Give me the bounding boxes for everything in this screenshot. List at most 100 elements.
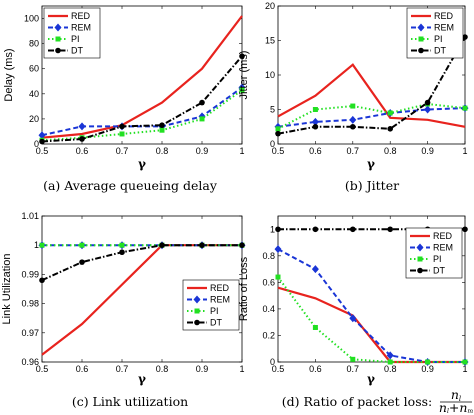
panel-b-point-dt-5 (462, 34, 468, 40)
panel-d-point-pi-3 (387, 359, 393, 365)
panel-c-xlabel: γ (138, 372, 146, 386)
panel-a-legend-label-rem: REM (71, 23, 91, 33)
panel-d-legend-label-rem: REM (433, 243, 453, 253)
panel-b-legend-point-pi-m (418, 36, 424, 42)
panel-d-legend-label-dt: DT (433, 266, 445, 276)
panel-a-xtick-label: 0.5 (36, 146, 49, 156)
panel-a-point-pi-2 (119, 131, 125, 137)
chart-panel-d: 0.5 0.6 0.7 0.8 0.9 1 0 0.2 0.4 0.6 0.8 1 Ratio of L… (238, 215, 469, 386)
panel-b-point-rem-1 (311, 117, 319, 126)
panel-c-point-pi-2 (119, 242, 125, 248)
panel-c-legend-label-rem: REM (210, 295, 230, 305)
panel-a-point-rem-0 (38, 131, 46, 140)
panel-d-point-rem-3 (386, 351, 394, 360)
panel-b-legend-label-dt: DT (434, 46, 446, 56)
panel-a-xtick-label: 0.9 (196, 146, 209, 156)
panel-a-series-dt-line (41, 55, 243, 143)
panel-d-xtick-label: 0.9 (421, 364, 434, 374)
panel-b-point-dt-0 (275, 130, 281, 137)
panel-a-ytick-label: 40 (29, 89, 39, 99)
panel-a-point-dt-1 (79, 136, 85, 142)
panel-a-ytick-label: 100 (24, 14, 39, 24)
panel-a-ylabel: Delay (ms) (3, 48, 15, 101)
panel-a-xtick-label: 0.8 (156, 146, 169, 156)
panel-b-point-rem-2 (349, 115, 357, 124)
panel-a-point-dt-5 (239, 53, 245, 59)
panel-b-point-dt-1 (312, 123, 319, 130)
panel-c-legend-label-dt: DT (210, 318, 222, 328)
panel-b-series-rem-line (277, 107, 466, 128)
panel-a-xlabel: γ (138, 157, 146, 171)
panel-d-point-pi-5 (462, 359, 468, 365)
panel-c-legend-point-dt-m (194, 319, 200, 326)
panel-d-ylabel: Ratio of Loss (238, 256, 250, 321)
panel-c-point-pi-1 (79, 242, 85, 248)
caption-b: (b) Jitter (345, 178, 399, 193)
panel-a-point-pi-4 (199, 116, 205, 122)
panel-b-ytick-label: 10 (265, 70, 275, 80)
panel-b-legend-label-rem: REM (434, 23, 454, 33)
panel-d-legend-label-red: RED (433, 231, 453, 241)
panel-b-point-rem-4 (424, 105, 432, 114)
panel-d-xlabel: γ (367, 372, 375, 386)
panel-b-xtick-label: 0.7 (347, 146, 360, 156)
panel-b-point-pi-1 (312, 107, 318, 112)
panel-d-point-rem-1 (311, 265, 319, 274)
panel-d-series-pi-line (277, 276, 465, 363)
panel-a-series-red-line (41, 15, 243, 139)
panel-c-legend-point-rem-m (193, 295, 201, 304)
panel-b-series-dt-line (277, 36, 466, 135)
panel-c-xtick-label: 0.9 (196, 364, 209, 374)
panel-d-xtick-label: 1 (462, 364, 467, 374)
panel-c-point-dt-1 (79, 259, 85, 265)
panel-a-legend-point-pi-m (55, 36, 61, 42)
panel-c-legend-point-pi-m (194, 308, 200, 314)
panel-c-point-pi-0 (39, 242, 45, 248)
panel-b-xtick-label: 0.6 (309, 146, 322, 156)
panel-a-point-dt-0 (39, 138, 45, 145)
panel-d-point-pi-1 (312, 324, 318, 330)
panel-a-legend-label-dt: DT (71, 46, 83, 56)
panel-c-series-dt-line (41, 244, 242, 282)
panel-b-legend-point-dt-m (418, 47, 424, 54)
panel-c-point-dt-4 (199, 242, 205, 248)
panel-b-point-pi-5 (462, 105, 468, 111)
panel-d-point-rem-0 (274, 245, 282, 254)
panel-c-xtick-label: 0.8 (156, 364, 169, 374)
caption-d-fraction: nl nl+nm (439, 387, 474, 415)
panel-d-ytick-label: 0.8 (262, 251, 275, 261)
panel-c-xtick-label: 0.6 (76, 364, 89, 374)
panel-d-xtick-label: 0.7 (347, 364, 360, 374)
panel-d-point-dt-3 (387, 226, 394, 233)
panel-d-point-dt-0 (275, 226, 281, 233)
panel-d-legend-point-pi-m (417, 256, 423, 262)
panel-a-ytick-label: 80 (29, 39, 39, 49)
panel-c-ytick-label: 1 (34, 240, 39, 250)
panel-d-legend-point-dt-m (417, 267, 423, 274)
panel-a-xtick-label: 1 (239, 146, 244, 156)
panel-a-xtick-label: 0.7 (116, 146, 129, 156)
panel-d-ytick-label: 1 (270, 224, 275, 234)
panel-c-ytick-label: 0.97 (21, 328, 39, 338)
panel-c-legend-label-pi: PI (210, 306, 219, 316)
panel-b-xlabel: γ (367, 157, 375, 171)
panel-b-legend-label-red: RED (434, 11, 454, 21)
chart-panel-a: 0.5 0.6 0.7 0.8 0.9 1 0 20 40 60 80 100 Delay (ms) γ R… (3, 5, 246, 171)
panel-d-ytick-label: 0 (270, 357, 275, 367)
panel-b-ytick-label: 15 (265, 36, 275, 46)
panel-c-xtick-label: 0.7 (116, 364, 129, 374)
panel-c-xtick-label: 1 (239, 364, 244, 374)
panel-a-legend-point-dt-m (55, 47, 61, 54)
panel-a-legend-label-red: RED (71, 11, 91, 21)
panel-c-ytick-label: 0.96 (21, 357, 39, 367)
caption-d: (d) Ratio of packet loss: (282, 394, 433, 409)
panel-b-xtick-label: 0.5 (272, 146, 285, 156)
panel-b-series-red-line (277, 63, 466, 128)
svg-text:nl: nl (451, 387, 461, 403)
panel-c-point-dt-2 (119, 249, 125, 256)
panel-b-point-dt-3 (387, 126, 394, 132)
panel-b-legend-point-rem-m (417, 23, 425, 32)
panel-d-point-dt-2 (350, 226, 356, 233)
panel-b-point-dt-4 (424, 99, 431, 106)
